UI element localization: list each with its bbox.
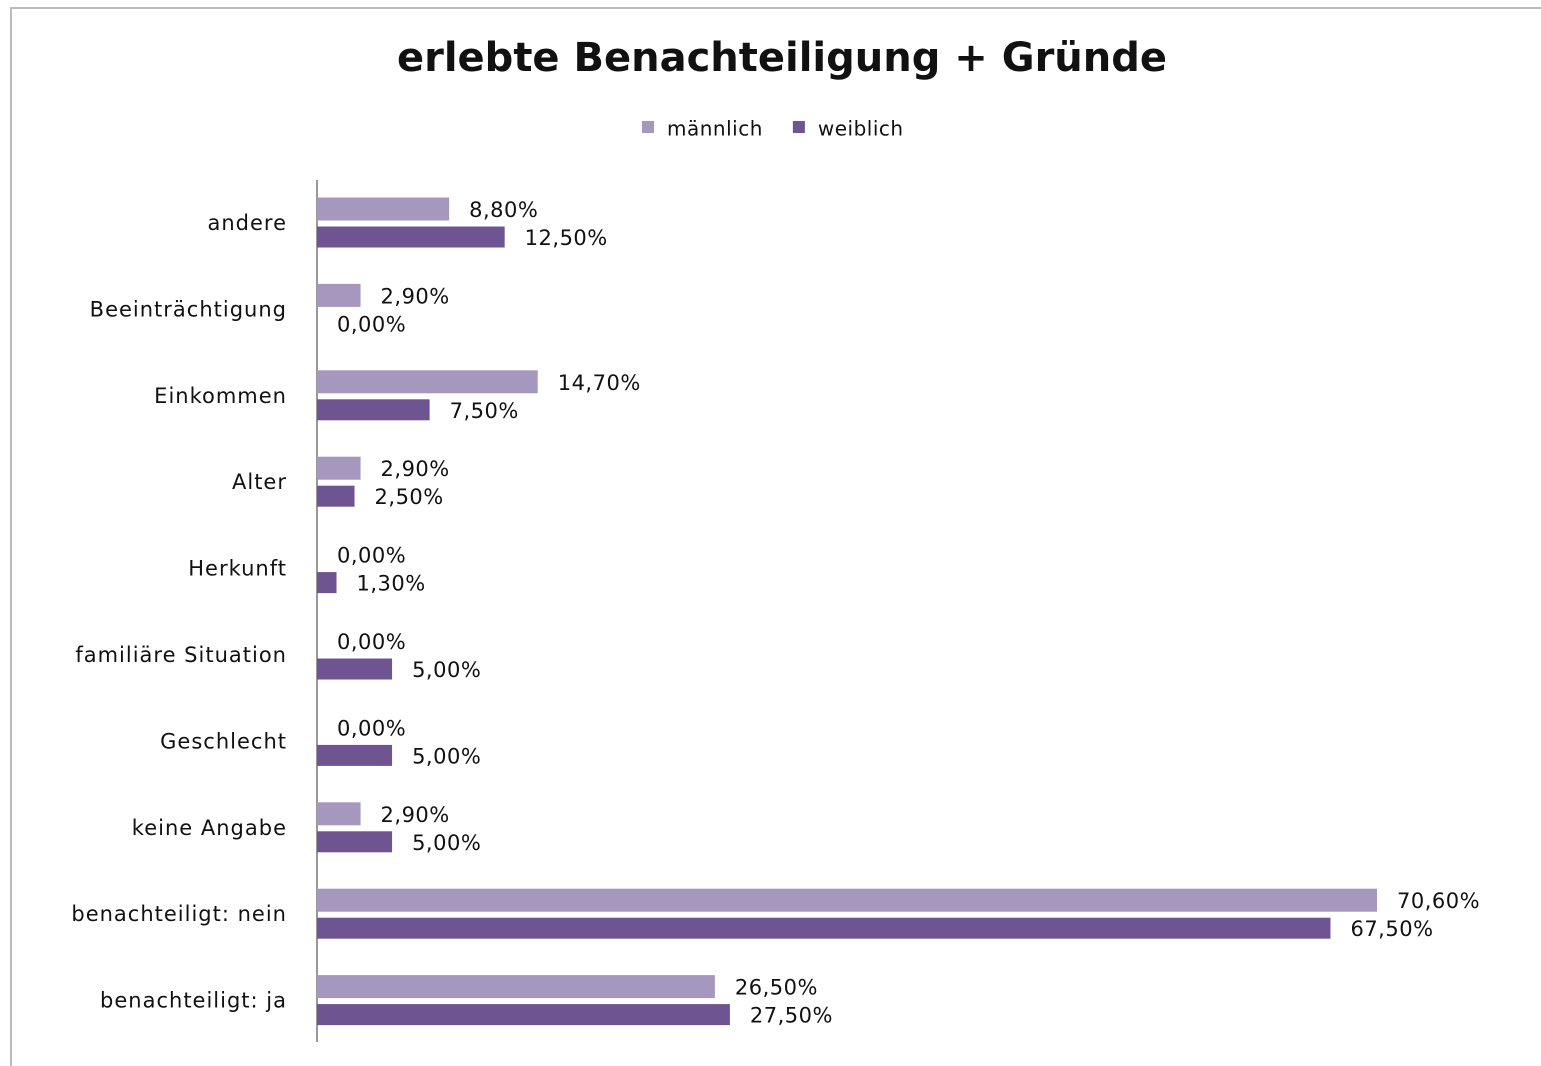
bar <box>317 197 450 221</box>
category-label: benachteiligt: nein <box>71 902 287 926</box>
legend-swatch <box>792 121 805 133</box>
legend-label: männlich <box>667 117 763 141</box>
bar <box>317 1004 730 1026</box>
category-label: andere <box>207 211 287 235</box>
value-label: 14,70% <box>558 371 641 395</box>
bar <box>317 744 393 766</box>
bar <box>317 456 361 480</box>
value-label: 1,30% <box>357 572 426 596</box>
legend-label: weiblich <box>818 117 904 141</box>
bar <box>317 831 393 853</box>
value-label: 2,50% <box>375 485 444 509</box>
chart-frame <box>10 7 1541 1066</box>
bar <box>317 888 1377 912</box>
bar <box>317 485 355 507</box>
bar <box>317 572 337 594</box>
bar <box>317 975 715 999</box>
value-label: 0,00% <box>337 312 406 336</box>
value-label: 0,00% <box>337 716 406 740</box>
category-label: Beeinträchtigung <box>90 297 287 321</box>
category-label: Herkunft <box>188 557 287 581</box>
bar <box>317 283 361 307</box>
value-label: 2,90% <box>381 803 450 827</box>
category-label: Geschlecht <box>160 729 287 753</box>
bar <box>317 802 361 826</box>
bar <box>317 917 1331 939</box>
value-label: 8,80% <box>469 198 538 222</box>
bar <box>317 226 505 248</box>
category-label: benachteiligt: ja <box>100 989 287 1013</box>
bar <box>317 399 430 421</box>
value-label: 0,00% <box>337 544 406 568</box>
value-label: 26,50% <box>735 976 818 1000</box>
value-label: 5,00% <box>412 744 481 768</box>
value-label: 67,50% <box>1350 917 1433 941</box>
category-label: Alter <box>232 470 287 494</box>
value-label: 0,00% <box>337 630 406 654</box>
legend-swatch <box>642 121 654 133</box>
category-label: Einkommen <box>154 384 287 408</box>
value-label: 5,00% <box>412 658 481 682</box>
bar <box>317 658 393 680</box>
category-label: keine Angabe <box>132 816 287 840</box>
value-label: 70,60% <box>1397 889 1480 913</box>
category-label: familiäre Situation <box>75 643 287 667</box>
chart-title: erlebte Benachteiligung + Gründe <box>397 35 1167 81</box>
value-label: 2,90% <box>381 284 450 308</box>
value-label: 12,50% <box>525 226 608 250</box>
value-label: 7,50% <box>450 399 519 423</box>
value-label: 5,00% <box>412 831 481 855</box>
bar <box>317 370 538 394</box>
value-label: 27,50% <box>750 1004 833 1028</box>
value-label: 2,90% <box>381 457 450 481</box>
